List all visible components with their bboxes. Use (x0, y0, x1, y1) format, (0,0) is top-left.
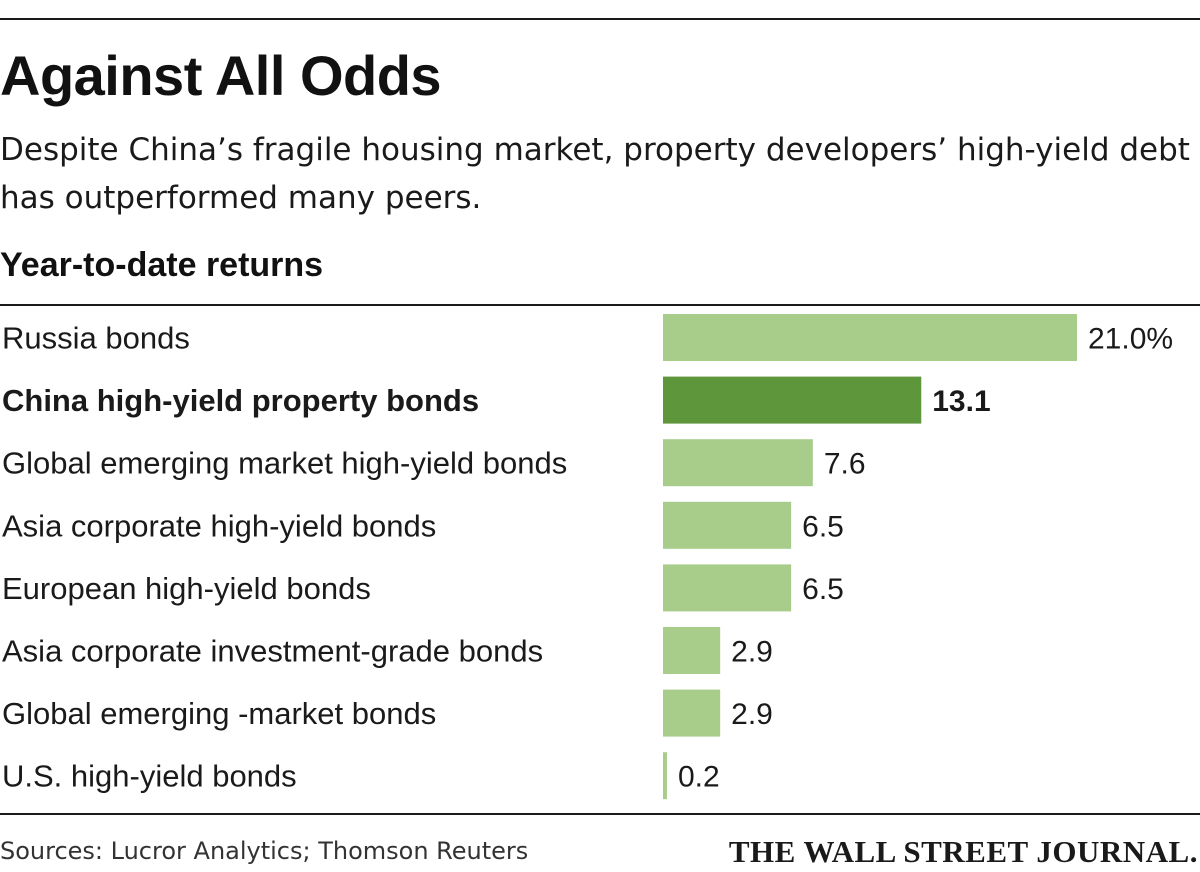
chart-section-label: Year-to-date returns (0, 246, 324, 284)
bar-global-emerging-market-bonds (663, 689, 721, 737)
chart-top-rule (0, 304, 1200, 306)
category-label-u-s-high-yield-bonds: U.S. high-yield bonds (2, 759, 297, 794)
chart-title: Against All Odds (0, 44, 442, 107)
value-label-asia-corporate-high-yield-bonds: 6.5 (802, 510, 844, 543)
bar-u-s-high-yield-bonds (663, 752, 667, 800)
bar-european-high-yield-bonds (663, 564, 792, 612)
publisher-credit: THE WALL STREET JOURNAL. (728, 834, 1198, 869)
category-label-global-emerging-market-bonds: Global emerging -market bonds (2, 696, 436, 731)
bar-asia-corporate-investment-grade-bonds (663, 627, 721, 674)
value-label-global-emerging-market-bonds: 2.9 (731, 698, 773, 731)
category-label-global-emerging-market-high-yield-bonds: Global emerging market high-yield bonds (2, 446, 567, 481)
category-label-asia-corporate-high-yield-bonds: Asia corporate high-yield bonds (2, 508, 436, 543)
value-label-u-s-high-yield-bonds: 0.2 (678, 761, 720, 794)
category-label-russia-bonds: Russia bonds (2, 321, 190, 356)
value-label-asia-corporate-investment-grade-bonds: 2.9 (731, 636, 773, 669)
bar-chart: Russia bonds 21.0% China high-yield proper… (2, 314, 1173, 800)
bar-china-high-yield-property-bonds (663, 376, 922, 424)
value-label-russia-bonds: 21.0% (1088, 323, 1173, 356)
bar-global-emerging-market-high-yield-bonds (663, 439, 813, 487)
chart-bottom-rule (0, 813, 1200, 815)
category-label-european-high-yield-bonds: European high-yield bonds (2, 571, 371, 606)
category-label-china-high-yield-property-bonds: China high-yield property bonds (2, 383, 479, 418)
value-label-global-emerging-market-high-yield-bonds: 7.6 (824, 448, 866, 481)
value-label-european-high-yield-bonds: 6.5 (802, 573, 844, 606)
chart-subtitle: Despite China’s fragile housing market, … (0, 132, 1190, 216)
value-label-china-high-yield-property-bonds: 13.1 (932, 385, 990, 418)
source-note: Sources: Lucror Analytics; Thomson Reute… (0, 837, 529, 865)
bar-russia-bonds (663, 314, 1077, 361)
bar-asia-corporate-high-yield-bonds (663, 501, 792, 549)
category-label-asia-corporate-investment-grade-bonds: Asia corporate investment-grade bonds (2, 634, 543, 669)
top-rule (0, 18, 1200, 20)
